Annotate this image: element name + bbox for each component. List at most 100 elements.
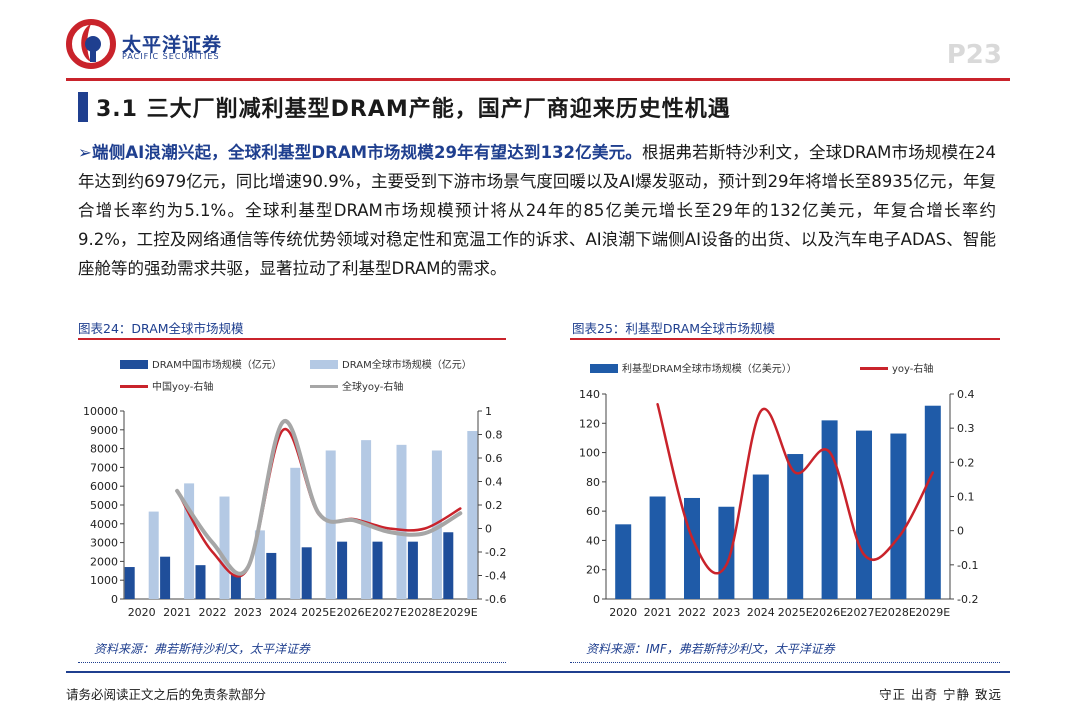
y-tick-label-right: 0 xyxy=(485,523,492,536)
bar xyxy=(325,450,336,599)
y-tick-label-left: 40 xyxy=(586,534,600,547)
y-tick-label-left: 20 xyxy=(586,564,600,577)
y-tick-label-left: 100 xyxy=(579,447,600,460)
y-tick-label-left: 120 xyxy=(579,417,600,430)
company-motto: 守正 出奇 宁静 致远 xyxy=(879,687,1002,702)
series-line xyxy=(175,419,463,576)
y-tick-label-right: 0.2 xyxy=(485,499,503,512)
bar xyxy=(230,574,241,599)
legend-label: DRAM全球市场规模（亿元） xyxy=(342,358,472,371)
bar xyxy=(266,552,277,599)
bullet-arrow-icon: ➢ xyxy=(78,143,92,162)
y-tick-label-right: 0 xyxy=(957,525,964,538)
bar xyxy=(124,567,135,599)
x-tick-label: 2028E xyxy=(407,606,442,619)
y-tick-label-left: 0 xyxy=(111,593,118,606)
y-tick-label-right: 0.6 xyxy=(485,452,503,465)
figure-source-25: 资料来源：IMF，弗若斯特沙利文，太平洋证券 xyxy=(586,642,835,656)
brand-name: 太平洋证券 xyxy=(122,34,223,56)
chart-niche-dram-market: 利基型DRAM全球市场规模（亿美元）） yoy-右轴 0 20 40 60 80 100 120… xyxy=(579,362,978,619)
legend-label: 利基型DRAM全球市场规模（亿美元）） xyxy=(622,362,797,375)
bar xyxy=(615,524,632,599)
caption-divider xyxy=(78,338,506,340)
x-tick-label: 2028E xyxy=(881,606,916,619)
bar xyxy=(787,454,804,599)
bar xyxy=(219,496,230,599)
page-number: P23 xyxy=(946,40,1002,70)
y-tick-label-left: 8000 xyxy=(90,443,118,456)
figure-caption-25: 图表25：利基型DRAM全球市场规模 xyxy=(572,321,776,336)
y-tick-label-left: 3000 xyxy=(90,537,118,550)
y-tick-label-left: 7000 xyxy=(90,461,118,474)
section-title: 3.1 三大厂削减利基型DRAM产能，国产厂商迎来历史性机遇 xyxy=(96,97,731,122)
figure-source-24: 资料来源：弗若斯特沙利文，太平洋证券 xyxy=(94,642,311,656)
x-tick-label: 2021 xyxy=(163,606,191,619)
x-tick-label: 2029E xyxy=(915,606,950,619)
y-tick-label-right: -0.1 xyxy=(957,559,978,572)
y-tick-label-right: 0.4 xyxy=(485,476,503,489)
legend-swatch xyxy=(590,364,618,373)
y-tick-label-left: 10000 xyxy=(83,405,118,418)
bar xyxy=(821,420,838,599)
x-tick-label: 2022 xyxy=(678,606,706,619)
bar xyxy=(148,511,159,599)
legend-label: yoy-右轴 xyxy=(892,362,933,375)
header-divider xyxy=(66,78,1010,81)
paragraph-lead: 端侧AI浪潮兴起，全球利基型DRAM市场规模29年有望达到132亿美元。 xyxy=(91,143,643,162)
bar xyxy=(195,565,206,599)
y-tick-label-left: 60 xyxy=(586,505,600,518)
bar xyxy=(467,431,478,599)
body-paragraph: ➢端侧AI浪潮兴起，全球利基型DRAM市场规模29年有望达到132亿美元。根据弗… xyxy=(78,138,996,283)
bar xyxy=(372,541,383,599)
bar xyxy=(301,547,312,599)
legend-label: 全球yoy-右轴 xyxy=(342,380,403,393)
x-tick-label: 2020 xyxy=(609,606,637,619)
x-tick-label: 2023 xyxy=(712,606,740,619)
y-tick-label-right: 1 xyxy=(485,405,492,418)
y-tick-label-right: -0.2 xyxy=(485,546,506,559)
bar xyxy=(924,405,941,599)
y-tick-label-right: 0.2 xyxy=(957,456,975,469)
source-divider xyxy=(570,662,1000,664)
brand-name-english: PACIFIC SECURITIES xyxy=(122,52,220,61)
x-tick-label: 2024 xyxy=(269,606,297,619)
y-tick-label-left: 0 xyxy=(593,593,600,606)
bar xyxy=(337,541,348,599)
bar xyxy=(254,530,265,599)
bar xyxy=(290,467,301,599)
source-divider xyxy=(78,662,506,664)
y-tick-label-right: 0.4 xyxy=(957,388,975,401)
x-tick-label: 2026E xyxy=(337,606,372,619)
y-tick-label-left: 6000 xyxy=(90,480,118,493)
legend-swatch xyxy=(120,360,148,369)
disclaimer-note: 请务必阅读正文之后的免责条款部分 xyxy=(66,687,267,702)
x-tick-label: 2027E xyxy=(372,606,407,619)
caption-divider xyxy=(570,338,1000,340)
bar xyxy=(431,450,442,599)
company-logo xyxy=(66,19,116,69)
bar xyxy=(443,532,454,599)
x-tick-label: 2023 xyxy=(234,606,262,619)
footer-divider xyxy=(66,671,1010,673)
x-tick-label: 2025E xyxy=(778,606,813,619)
y-tick-label-left: 2000 xyxy=(90,555,118,568)
y-tick-label-left: 5000 xyxy=(90,499,118,512)
bar xyxy=(752,474,769,599)
y-tick-label-left: 4000 xyxy=(90,518,118,531)
y-tick-label-left: 80 xyxy=(586,476,600,489)
bar xyxy=(649,496,666,599)
y-tick-label-right: -0.2 xyxy=(957,593,978,606)
legend-label: 中国yoy-右轴 xyxy=(152,380,213,393)
figure-caption-24: 图表24：DRAM全球市场规模 xyxy=(78,321,244,336)
bar xyxy=(361,440,372,599)
y-tick-label-right: 0.1 xyxy=(957,491,975,504)
x-tick-label: 2026E xyxy=(812,606,847,619)
y-tick-label-left: 140 xyxy=(579,388,600,401)
bar xyxy=(856,430,872,599)
y-tick-label-left: 1000 xyxy=(90,574,118,587)
legend-label: DRAM中国市场规模（亿元） xyxy=(152,358,282,371)
bar xyxy=(890,433,907,599)
x-tick-label: 2027E xyxy=(847,606,882,619)
y-tick-label-left: 9000 xyxy=(90,424,118,437)
y-tick-label-right: -0.6 xyxy=(485,593,506,606)
